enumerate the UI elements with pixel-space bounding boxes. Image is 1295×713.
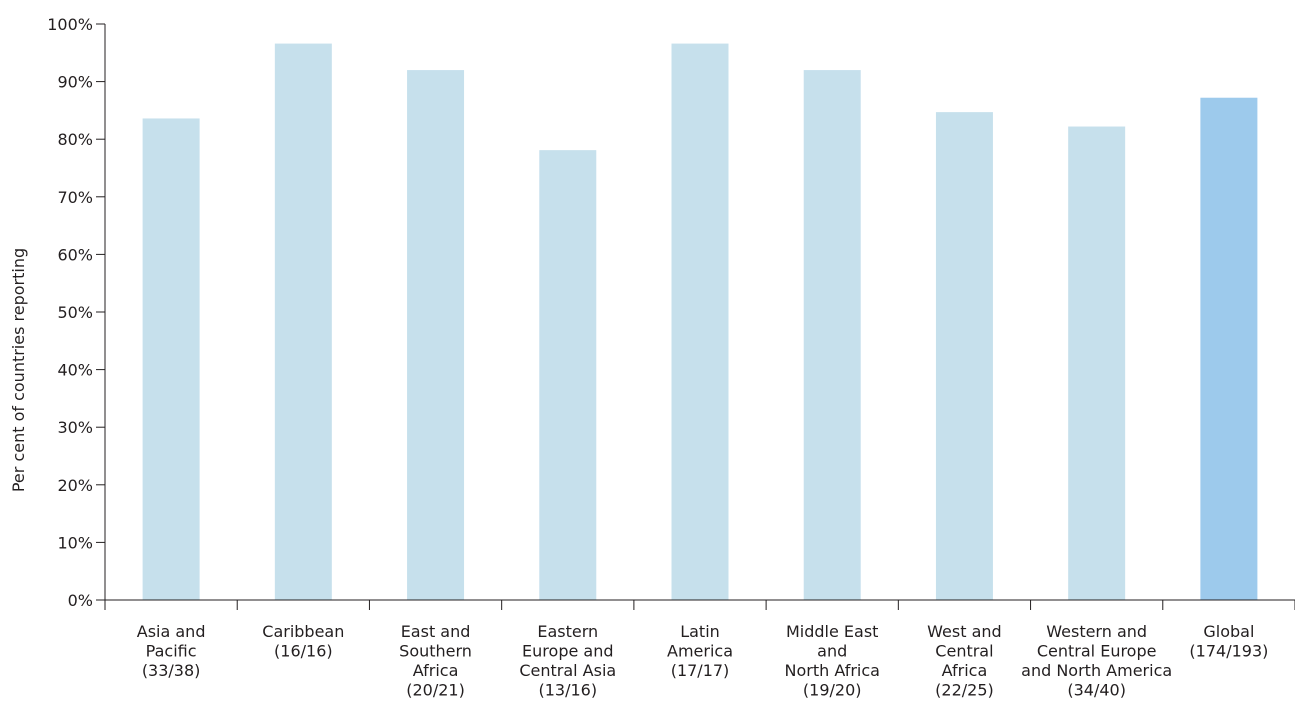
y-tick-label: 10% [57,533,93,552]
x-axis: Asia and Pacific (33/38) Caribbean (16/16) Ea… [104,599,1295,700]
y-axis-title: Per cent of countries reporting [9,248,28,492]
bar [671,43,729,601]
x-tick-label: Latin America (17/17) [667,622,733,680]
y-tick-label: 80% [57,130,93,149]
bar [1200,97,1258,600]
y-tick-label: 40% [57,361,93,380]
bars [142,43,1258,601]
y-tick-label: 70% [57,188,93,207]
bar [935,112,993,601]
y-tick-label: 0% [68,591,93,610]
bar [142,118,200,601]
y-tick-label: 20% [57,476,93,495]
bar [803,70,861,600]
bar [1068,126,1126,600]
x-tick-label: Eastern Europe and Central Asia (13/16) [519,622,616,700]
x-tick-label: Global (174/193) [1189,622,1268,661]
bar [407,70,465,600]
bar [539,150,597,601]
x-tick-label: Middle East and North Africa (19/20) [784,622,879,700]
bar [274,43,332,601]
y-tick-label: 100% [47,15,93,34]
x-tick-label: Asia and Pacific (33/38) [137,622,206,680]
x-tick-label: Caribbean (16/16) [262,622,344,661]
y-tick-label: 60% [57,245,93,264]
x-tick-label: East and Southern Africa (20/21) [399,622,472,700]
x-tick-label: West and Central Africa (22/25) [927,622,1002,700]
y-tick-label: 90% [57,73,93,92]
x-tick-label: Western and Central Europe and North Ameri… [1021,622,1172,700]
y-tick-label: 50% [57,303,93,322]
y-axis: 0% 10% 20% 30% 40% 50% 60% 70% 80% 90% 100% [47,15,106,610]
y-tick-label: 30% [57,418,93,437]
